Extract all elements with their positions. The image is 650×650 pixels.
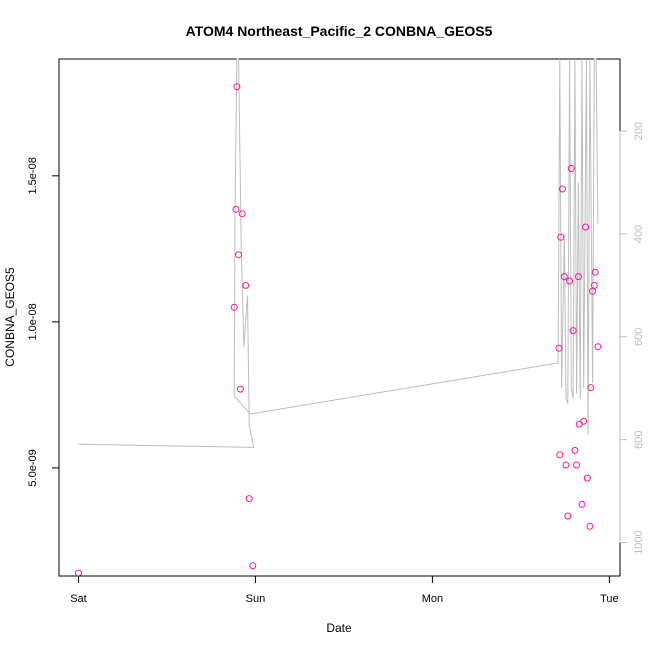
series-line (78, 58, 599, 448)
data-point (557, 233, 565, 241)
data-point (249, 562, 257, 570)
data-point (582, 223, 589, 231)
data-point (574, 273, 582, 281)
data-point (567, 165, 575, 172)
x-tick-label: Sat (70, 593, 87, 605)
data-point (591, 268, 599, 276)
data-point (562, 461, 570, 469)
data-point (571, 446, 579, 454)
chart-title: ATOM4 Northeast_Pacific_2 CONBNA_GEOS5 (186, 23, 493, 39)
data-point (235, 251, 243, 259)
data-point (555, 344, 563, 352)
y-tick-label: 1.0e-08 (27, 303, 39, 340)
data-point (590, 281, 598, 289)
y-axis-label: CONBNA_GEOS5 (3, 267, 17, 367)
x-axis-label: Date (326, 621, 352, 635)
plot-frame (58, 58, 621, 577)
data-point (230, 303, 238, 311)
x-tick-label: Mon (422, 593, 443, 605)
data-point (559, 185, 566, 193)
data-point (566, 277, 574, 285)
axes: Sat Sun Mon Tue 5.0e-09 1.0e-08 1.5e-08 200 400 6… (27, 122, 645, 605)
data-point (569, 327, 577, 335)
data-point (583, 474, 591, 482)
x-tick-label: Tue (600, 593, 619, 605)
data-point (578, 500, 586, 508)
y-tick-label: 1.5e-08 (27, 157, 39, 194)
data-point (556, 451, 564, 459)
y2-tick-label: 800 (633, 430, 645, 448)
data-point (580, 417, 588, 425)
data-point (238, 210, 246, 218)
data-point (75, 569, 82, 577)
y2-tick-label: 600 (633, 328, 645, 346)
y-tick-label: 5.0e-09 (27, 449, 39, 486)
data-point (587, 384, 595, 392)
y2-tick-label: 400 (633, 225, 645, 243)
data-point (594, 343, 602, 351)
data-point (564, 512, 572, 520)
data-point (560, 273, 568, 281)
data-point (245, 495, 253, 503)
data-point (232, 205, 240, 213)
data-point (575, 420, 583, 428)
y2-tick-label: 200 (633, 122, 645, 140)
data-point (586, 522, 594, 530)
data-point (233, 83, 241, 91)
data-point (242, 281, 250, 289)
data-point (573, 461, 581, 469)
data-point (236, 385, 244, 393)
y2-tick-label: 1000 (633, 530, 645, 554)
x-tick-label: Sun (246, 593, 266, 605)
plot-area (75, 58, 602, 577)
